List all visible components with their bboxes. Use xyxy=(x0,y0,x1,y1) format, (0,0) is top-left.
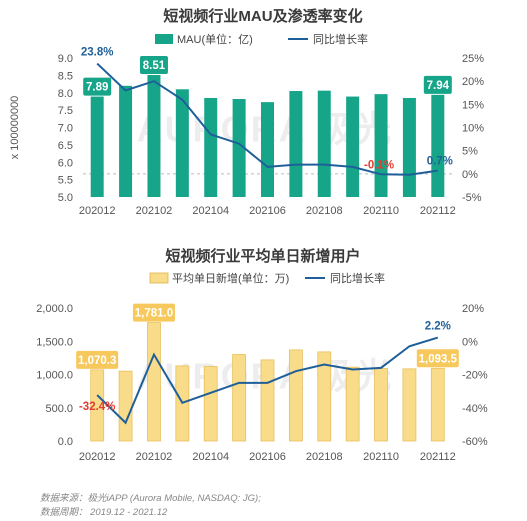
chart1-legend-label-line: 同比增长率 xyxy=(313,32,368,46)
chart1-bar-label-box xyxy=(83,77,112,96)
chart2-bar xyxy=(90,369,105,442)
chart1-bar-value-label: 7.89 xyxy=(86,82,108,94)
chart1-bar-label-box xyxy=(423,75,452,94)
chart2-y-tick-label: 2,000.0 xyxy=(36,303,73,315)
chart2-y-tick-label: 1,500.0 xyxy=(36,336,73,348)
chart1-y-tick-label: 7.0 xyxy=(58,123,73,135)
chart2-bar xyxy=(430,367,445,442)
data-period-note: 数据周期： 2019.12 - 2021.12 xyxy=(40,507,168,518)
chart1-y2-tick-label: 25% xyxy=(462,53,484,65)
chart1-x-tick-label: 202110 xyxy=(363,205,399,217)
chart2-y2-tick-label: -20% xyxy=(462,370,488,382)
chart1-x-tick-label: 202106 xyxy=(249,205,286,217)
chart2-y2-tick-label: -60% xyxy=(462,436,488,448)
chart1-x-tick-label: 202102 xyxy=(136,205,173,217)
chart1-bar-label-box xyxy=(139,56,168,75)
chart1-y-tick-label: 5.5 xyxy=(58,175,73,187)
chart2-bar-value-label: 1,781.0 xyxy=(135,308,173,320)
chart2-bar xyxy=(317,351,332,442)
chart2-x-tick-label: 202102 xyxy=(136,451,173,463)
chart1-y2-tick-label: 15% xyxy=(462,99,484,111)
chart1-bar xyxy=(232,99,246,197)
chart2-y2-tick-label: -40% xyxy=(462,403,488,415)
chart2-bar xyxy=(203,366,218,442)
chart2-bar xyxy=(118,370,133,442)
chart1-bar xyxy=(317,90,331,197)
chart2-bar xyxy=(374,368,388,442)
chart1-y-tick-label: 6.5 xyxy=(58,140,73,152)
chart1-bar xyxy=(374,94,388,197)
chart2-y-tick-label: 0.0 xyxy=(58,436,73,448)
chart1-bar xyxy=(204,97,218,197)
chart1-bar xyxy=(261,102,274,197)
chart1-bar-value-label: 7.94 xyxy=(427,80,450,92)
chart1-y2-tick-label: 0% xyxy=(462,169,478,181)
chart1-x-tick-label: 202012 xyxy=(79,205,116,217)
chart1-y-tick-label: 9.0 xyxy=(58,53,73,65)
chart2-y-tick-label: 500.0 xyxy=(45,403,73,415)
chart2-x-tick-label: 202108 xyxy=(306,451,343,463)
chart2-y2-tick-label: 20% xyxy=(462,303,484,315)
chart2-bar xyxy=(288,349,303,442)
chart2-bar-value-label: 1,070.3 xyxy=(78,355,116,367)
chart1-bar xyxy=(346,96,360,197)
chart1-bar xyxy=(119,85,133,197)
chart1-bar xyxy=(402,97,416,197)
chart2-bar-label-box xyxy=(132,303,175,322)
chart1-x-tick-label: 202104 xyxy=(192,205,229,217)
chart1-y2-tick-label: 10% xyxy=(462,123,484,135)
chart2-bar xyxy=(402,368,417,442)
chart2-bar-value-label: 1,093.5 xyxy=(419,353,458,365)
data-source-note: 数据来源：极光iAPP (Aurora Mobile, NASDAQ: JG); xyxy=(40,493,261,504)
chart1-y-tick-label: 8.0 xyxy=(58,88,73,100)
chart1-x-tick-label: 202108 xyxy=(306,205,343,217)
chart2-x-tick-label: 202012 xyxy=(79,451,116,463)
chart2-title: 短视频行业平均单日新增用户 xyxy=(165,247,360,265)
chart2-x-tick-label: 202110 xyxy=(363,451,399,463)
chart1-y-tick-label: 5.0 xyxy=(58,192,73,204)
chart1-line-value-label: -0.1% xyxy=(364,159,394,171)
chart1-legend-label-bar: MAU(单位：亿) xyxy=(177,32,253,46)
chart1-line-value-label: 23.8% xyxy=(81,47,114,59)
chart1-y2-tick-label: 5% xyxy=(462,146,478,158)
chart2-legend-label-bar: 平均单日新增(单位：万) xyxy=(172,271,289,285)
chart1-bar xyxy=(289,91,303,197)
chart1-legend-swatch-bar xyxy=(155,34,173,44)
chart1-y2-tick-label: 20% xyxy=(462,76,484,88)
chart2-legend-label-line: 同比增长率 xyxy=(330,271,385,285)
chart2-bar xyxy=(147,322,161,442)
chart1-line-value-label: 0.7% xyxy=(427,156,453,168)
chart1-y-tick-label: 6.0 xyxy=(58,157,73,169)
chart2-line-value-label: -32.4% xyxy=(79,401,115,413)
chart2-legend-swatch-bar xyxy=(149,272,169,284)
chart2-y2-tick-label: 0% xyxy=(462,336,478,348)
chart2-bar-label-box xyxy=(416,349,459,368)
chart1-x-tick-label: 202112 xyxy=(420,205,456,217)
chart2-bar-label-box xyxy=(76,350,119,369)
chart1-bar xyxy=(147,75,161,197)
chart1-y-axis-label: x 100000000 xyxy=(9,96,21,160)
chart2-bar xyxy=(260,359,275,442)
chart2-x-tick-label: 202112 xyxy=(420,451,456,463)
chart2-bar xyxy=(345,366,360,442)
chart1-bar xyxy=(175,89,189,197)
chart1-bar xyxy=(90,96,104,197)
chart2-y-tick-label: 1,000.0 xyxy=(36,370,73,382)
chart2-line-value-label: 2.2% xyxy=(425,321,451,333)
chart2-x-tick-label: 202106 xyxy=(249,451,286,463)
chart1-title: 短视频行业MAU及渗透率变化 xyxy=(163,7,362,25)
chart1-y2-tick-label: -5% xyxy=(462,192,482,204)
chart2-x-tick-label: 202104 xyxy=(192,451,229,463)
chart1-y-tick-label: 8.5 xyxy=(58,70,73,82)
chart1-bar-value-label: 8.51 xyxy=(143,60,166,72)
chart1-y-tick-label: 7.5 xyxy=(58,105,73,117)
chart2-bar xyxy=(232,354,247,442)
chart1-bar xyxy=(431,94,445,197)
